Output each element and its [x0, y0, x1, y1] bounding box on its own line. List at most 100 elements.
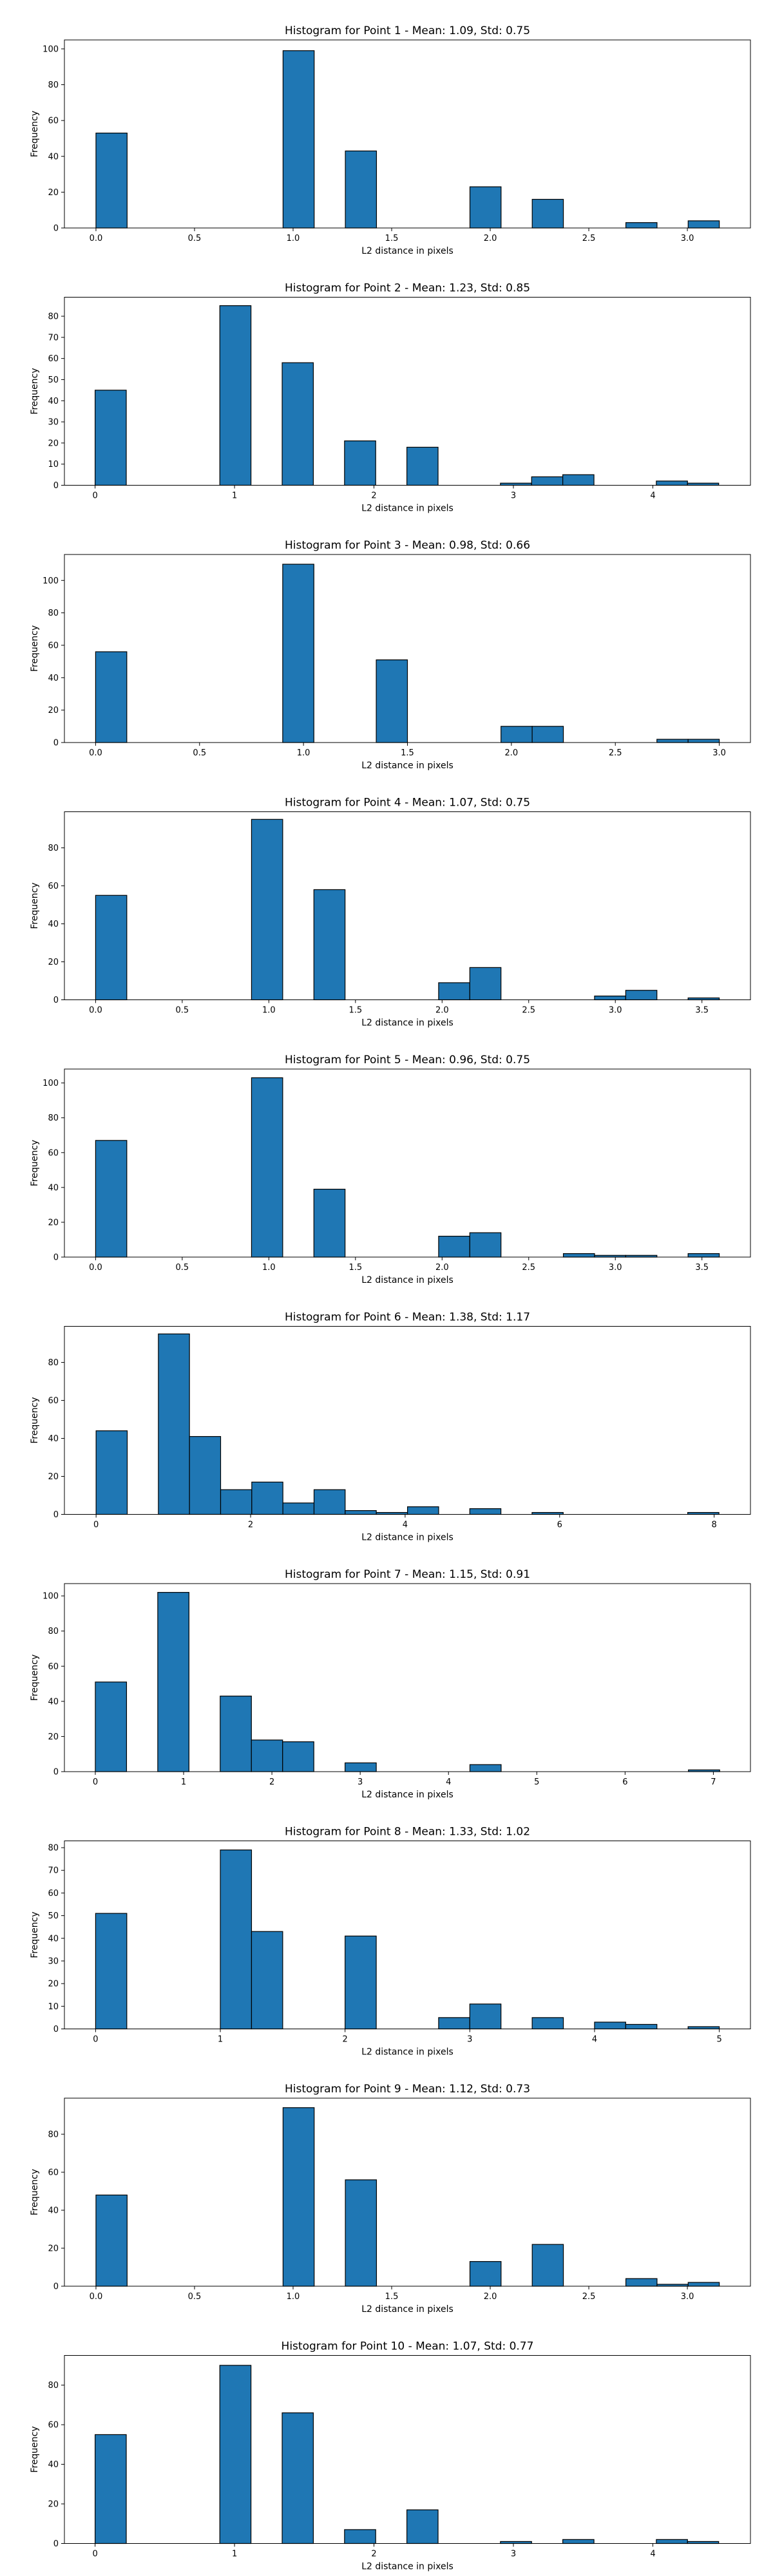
- histogram-bar: [531, 476, 564, 486]
- x-tick-label: 2: [371, 491, 376, 501]
- histogram-bar: [220, 1849, 253, 2030]
- histogram-bar: [656, 480, 688, 486]
- histogram-bar: [469, 1508, 502, 1515]
- x-tick-label: 0.5: [188, 2292, 202, 2302]
- histogram-bar: [313, 1489, 346, 1515]
- x-tick-label: 5: [534, 1777, 539, 1787]
- chart-title: Histogram for Point 5 - Mean: 0.96, Std:…: [285, 1054, 530, 1066]
- histogram-bar: [251, 1739, 283, 1772]
- axes-frame: [64, 297, 751, 486]
- histogram-bar: [407, 1506, 439, 1515]
- histogram-bar: [95, 133, 128, 229]
- histogram-bar: [594, 2022, 626, 2030]
- x-tick-label: 2: [269, 1777, 274, 1787]
- histogram-bar: [531, 198, 564, 229]
- y-tick-label: 20: [48, 958, 59, 967]
- x-tick-label: 1.5: [401, 748, 414, 758]
- x-tick-label: 2.0: [435, 1006, 449, 1016]
- x-axis-label: L2 distance in pixels: [361, 246, 453, 256]
- x-tick-label: 3.0: [712, 748, 726, 758]
- histogram-bar: [282, 2412, 314, 2544]
- chart-title: Histogram for Point 9 - Mean: 1.12, Std:…: [285, 2083, 530, 2096]
- axes-frame: [64, 2355, 751, 2544]
- x-tick-label: 3.0: [681, 2292, 694, 2302]
- x-tick-label: 0.5: [188, 234, 202, 243]
- histogram-bar: [95, 1913, 128, 2030]
- x-axis-label: L2 distance in pixels: [361, 1275, 453, 1285]
- x-tick-label: 1.5: [385, 2292, 399, 2302]
- histogram-bar: [687, 2282, 720, 2287]
- histogram-bar: [656, 739, 689, 743]
- axes-frame: [64, 1326, 751, 1515]
- x-axis-label: L2 distance in pixels: [361, 2562, 453, 2572]
- y-tick-label: 100: [43, 576, 59, 586]
- histogram-panel-10: Histogram for Point 10 - Mean: 1.07, Std…: [30, 2340, 751, 2572]
- y-tick-label: 20: [48, 1732, 59, 1742]
- x-tick-label: 0.0: [90, 2292, 103, 2302]
- x-tick-label: 2.5: [609, 748, 622, 758]
- x-tick-label: 6: [622, 1777, 627, 1787]
- histogram-bar: [687, 220, 720, 229]
- x-tick-label: 4: [650, 2550, 655, 2559]
- y-tick-label: 40: [48, 1434, 59, 1444]
- histogram-bar: [95, 651, 128, 743]
- histogram-panel-6: Histogram for Point 6 - Mean: 1.38, Std:…: [30, 1311, 751, 1543]
- y-tick-label: 40: [48, 2460, 59, 2470]
- histogram-panel-9: Histogram for Point 9 - Mean: 1.12, Std:…: [30, 2083, 751, 2315]
- histogram-bar: [95, 2434, 127, 2544]
- y-tick-label: 100: [43, 1079, 59, 1088]
- y-tick-label: 80: [48, 312, 59, 322]
- y-tick-label: 60: [48, 1662, 59, 1672]
- y-tick-label: 0: [53, 1768, 59, 1777]
- y-tick-label: 40: [48, 1934, 59, 1944]
- x-axis-label: L2 distance in pixels: [361, 2304, 453, 2315]
- y-tick-label: 40: [48, 1697, 59, 1707]
- histogram-panel-7: Histogram for Point 7 - Mean: 1.15, Std:…: [30, 1568, 751, 1800]
- y-tick-label: 20: [48, 1472, 59, 1482]
- x-tick-label: 0.5: [176, 1263, 189, 1273]
- histogram-bar: [158, 1333, 190, 1515]
- histogram-bar: [625, 2278, 658, 2287]
- chart-title: Histogram for Point 8 - Mean: 1.33, Std:…: [285, 1826, 530, 1839]
- histogram-bar: [625, 222, 658, 229]
- x-axis-label: L2 distance in pixels: [361, 1533, 453, 1543]
- y-tick-label: 20: [48, 439, 59, 448]
- histogram-panel-5: Histogram for Point 5 - Mean: 0.96, Std:…: [30, 1054, 751, 1285]
- y-tick-label: 60: [48, 2168, 59, 2178]
- axes-frame: [64, 1583, 751, 1772]
- histogram-bar: [95, 1681, 128, 1772]
- histogram-panel-1: Histogram for Point 1 - Mean: 1.09, Std:…: [30, 24, 751, 256]
- x-tick-label: 0: [92, 491, 97, 501]
- histogram-bar: [345, 2179, 377, 2287]
- x-tick-label: 3.5: [695, 1006, 709, 1016]
- x-tick-label: 0: [93, 1777, 98, 1787]
- histogram-bar: [189, 1435, 222, 1515]
- y-tick-label: 70: [48, 333, 59, 343]
- histogram-bar: [313, 1188, 346, 1258]
- y-tick-label: 0: [53, 2539, 59, 2549]
- axes-frame: [64, 2098, 751, 2287]
- x-tick-label: 3: [467, 2035, 472, 2045]
- histogram-bar: [469, 1232, 502, 1258]
- y-tick-label: 60: [48, 1148, 59, 1158]
- x-tick-label: 1: [218, 2035, 223, 2045]
- x-tick-label: 3: [511, 491, 516, 501]
- y-tick-label: 70: [48, 1866, 59, 1876]
- x-tick-label: 2.0: [484, 234, 497, 243]
- y-tick-label: 0: [53, 1510, 59, 1520]
- x-tick-label: 2: [343, 2035, 348, 2045]
- histogram-bar: [562, 474, 595, 486]
- histogram-bar: [344, 440, 376, 486]
- x-tick-label: 4: [650, 491, 655, 501]
- y-tick-label: 0: [53, 739, 59, 748]
- histogram-bar: [376, 659, 408, 743]
- x-tick-label: 0.5: [193, 748, 206, 758]
- y-tick-label: 30: [48, 1956, 59, 1966]
- y-tick-label: 0: [53, 1253, 59, 1263]
- chart-title: Histogram for Point 2 - Mean: 1.23, Std:…: [285, 282, 530, 295]
- y-tick-label: 20: [48, 2244, 59, 2254]
- histogram-bar: [282, 1741, 314, 1772]
- x-tick-label: 3.0: [609, 1006, 622, 1016]
- histogram-bar: [687, 1253, 720, 1258]
